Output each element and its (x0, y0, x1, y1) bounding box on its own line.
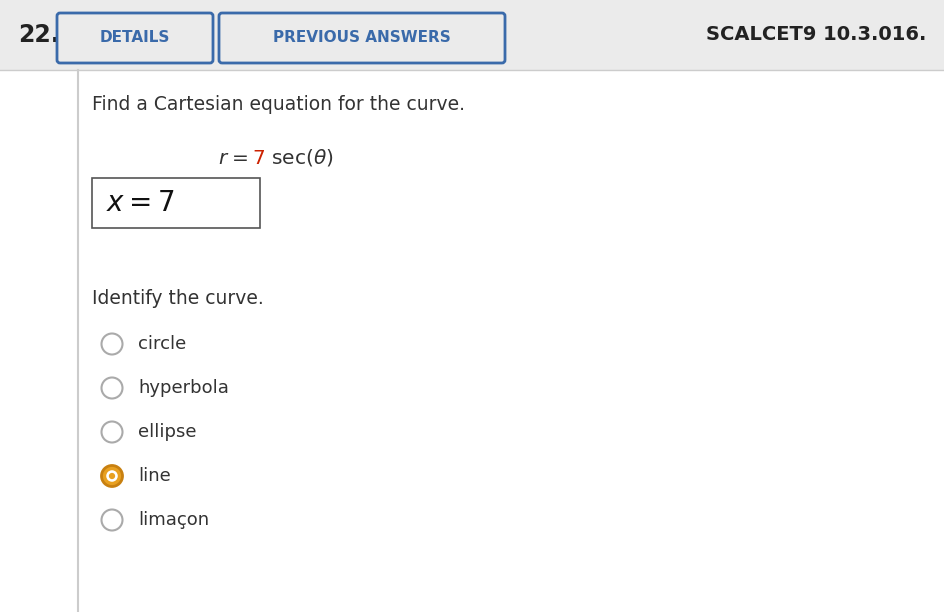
Text: circle: circle (138, 335, 186, 353)
FancyBboxPatch shape (0, 0, 944, 70)
Circle shape (102, 510, 123, 531)
Text: limaçon: limaçon (138, 511, 210, 529)
Text: 22.: 22. (18, 23, 59, 47)
Text: Identify the curve.: Identify the curve. (92, 288, 263, 307)
Text: line: line (138, 467, 171, 485)
Text: SCALCET9 10.3.016.: SCALCET9 10.3.016. (705, 26, 926, 45)
FancyBboxPatch shape (57, 13, 213, 63)
Circle shape (109, 473, 115, 479)
Text: hyperbola: hyperbola (138, 379, 228, 397)
Text: Find a Cartesian equation for the curve.: Find a Cartesian equation for the curve. (92, 94, 465, 113)
FancyBboxPatch shape (92, 178, 260, 228)
Circle shape (107, 470, 118, 482)
Circle shape (102, 378, 123, 398)
Text: $r$: $r$ (218, 149, 229, 168)
Circle shape (102, 422, 123, 442)
Text: sec($\theta$): sec($\theta$) (265, 147, 333, 168)
FancyBboxPatch shape (219, 13, 505, 63)
Text: DETAILS: DETAILS (100, 31, 170, 45)
Circle shape (102, 334, 123, 354)
Text: $\it{x} = 7$: $\it{x} = 7$ (106, 189, 175, 217)
Text: =: = (232, 149, 255, 168)
Text: 7: 7 (252, 149, 264, 168)
Circle shape (102, 466, 123, 487)
Text: ellipse: ellipse (138, 423, 196, 441)
Text: PREVIOUS ANSWERS: PREVIOUS ANSWERS (273, 31, 451, 45)
